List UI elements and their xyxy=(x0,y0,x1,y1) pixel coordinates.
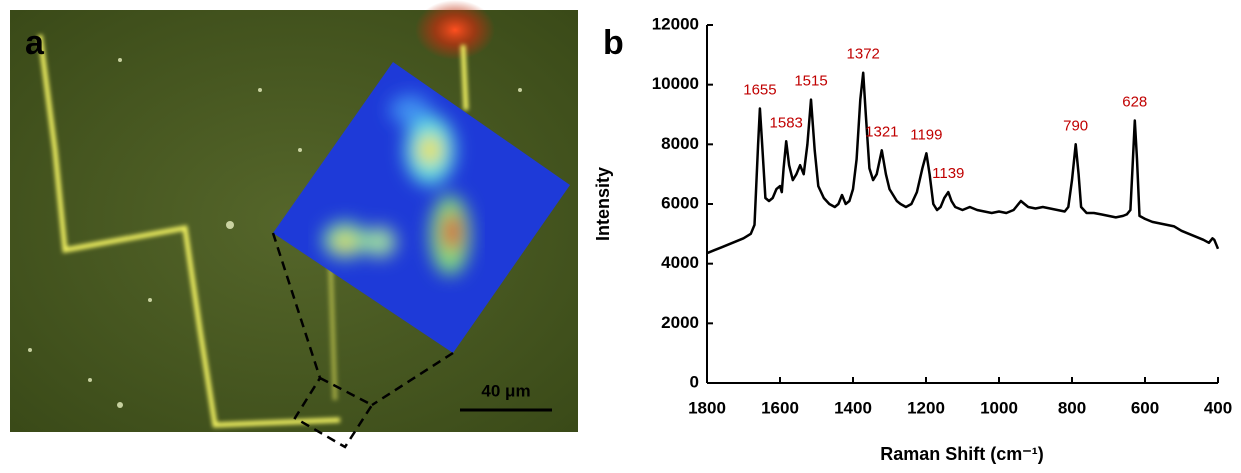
y-tick-label: 0 xyxy=(690,372,699,391)
panel-label: a xyxy=(25,24,45,62)
x-axis-label: Raman Shift (cm⁻¹) xyxy=(880,444,1044,464)
peak-label: 790 xyxy=(1063,117,1088,134)
peak-label: 1515 xyxy=(794,73,827,90)
peak-label: 1372 xyxy=(847,46,880,63)
peak-label: 1139 xyxy=(932,165,964,182)
y-tick-label: 6000 xyxy=(661,193,699,212)
y-tick-label: 10000 xyxy=(652,74,699,93)
peak-label: 628 xyxy=(1122,93,1147,110)
peak-label: 1199 xyxy=(910,126,942,143)
peak-label: 1655 xyxy=(743,82,776,99)
x-tick-label: 800 xyxy=(1058,398,1086,417)
x-tick-label: 1400 xyxy=(834,398,872,417)
y-tick-label: 2000 xyxy=(661,313,699,332)
x-tick-label: 600 xyxy=(1131,398,1159,417)
micrograph: 40 μm a xyxy=(10,0,578,449)
panel-label: b xyxy=(603,24,624,62)
x-tick-label: 1800 xyxy=(688,398,726,417)
x-tick-label: 1600 xyxy=(761,398,799,417)
spectrum-line xyxy=(706,71,1220,255)
y-tick-label: 4000 xyxy=(661,253,699,272)
y-tick-label: 12000 xyxy=(652,14,699,33)
peak-label: 1583 xyxy=(770,114,803,131)
y-axis-label: Intensity xyxy=(593,167,613,241)
peak-label: 1321 xyxy=(865,123,898,140)
x-tick-label: 1200 xyxy=(907,398,945,417)
scale-bar-label: 40 μm xyxy=(481,381,530,400)
x-tick-label: 400 xyxy=(1204,398,1232,417)
x-tick-label: 1000 xyxy=(980,398,1018,417)
y-tick-label: 8000 xyxy=(661,134,699,153)
